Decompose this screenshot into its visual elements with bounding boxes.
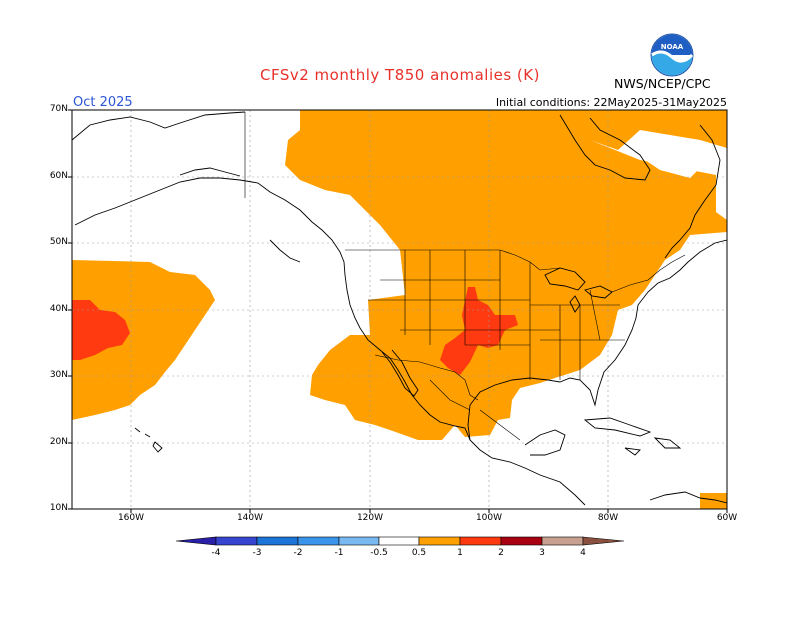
colorbar-swatch-4-3 bbox=[215, 536, 258, 546]
colorbar-label: 4 bbox=[580, 548, 586, 558]
ticks bbox=[68, 109, 728, 513]
lat-label: 70N bbox=[49, 104, 68, 114]
colorbar-swatch-05-1 bbox=[418, 536, 461, 546]
map-title: CFSv2 monthly T850 anomalies (K) bbox=[260, 66, 540, 84]
agency-label: NWS/NCEP/CPC bbox=[614, 76, 711, 91]
lon-label: 120W bbox=[356, 513, 384, 523]
svg-text:NOAA: NOAA bbox=[661, 43, 684, 51]
lat-label: 60N bbox=[49, 171, 68, 181]
lon-label: 100W bbox=[475, 513, 503, 523]
colorbar-swatch-3-4 bbox=[541, 536, 584, 546]
colorbar-label: -0.5 bbox=[370, 548, 388, 558]
anomaly-area-north-pacific-core bbox=[72, 300, 130, 360]
lon-label: 60W bbox=[716, 513, 738, 523]
colorbar bbox=[175, 536, 625, 546]
coastlines bbox=[72, 111, 727, 506]
lat-label: 50N bbox=[49, 237, 68, 247]
lon-label: 160W bbox=[117, 513, 145, 523]
lon-label: 140W bbox=[236, 513, 264, 523]
anomaly-area-north-pacific bbox=[72, 260, 215, 420]
anomaly-area-southern-plains bbox=[440, 287, 518, 375]
lat-label: 10N bbox=[49, 503, 68, 513]
colorbar-swatch-below-4 bbox=[175, 536, 217, 546]
lat-label: 40N bbox=[49, 304, 68, 314]
anomaly-fields bbox=[72, 110, 727, 509]
lat-label: 20N bbox=[49, 437, 68, 447]
colorbar-swatch-2-3 bbox=[500, 536, 543, 546]
graticule bbox=[72, 110, 727, 509]
colorbar-label: -3 bbox=[252, 548, 262, 558]
colorbar-swatch-3-2 bbox=[256, 536, 299, 546]
colorbar-label: -1 bbox=[334, 548, 344, 558]
anomaly-area-north-america bbox=[285, 110, 727, 440]
target-month-label: Oct 2025 bbox=[73, 95, 133, 110]
colorbar-label: 3 bbox=[539, 548, 545, 558]
colorbar-swatch-1-2 bbox=[459, 536, 502, 546]
colorbar-swatch-neutral bbox=[378, 536, 420, 546]
colorbar-label: 1 bbox=[457, 548, 463, 558]
lon-label: 80W bbox=[597, 513, 619, 523]
lat-label: 30N bbox=[49, 370, 68, 380]
political-borders bbox=[244, 112, 686, 441]
colorbar-swatch-2-1 bbox=[297, 536, 340, 546]
colorbar-label: -2 bbox=[293, 548, 303, 558]
noaa-logo-icon: NOAA bbox=[650, 33, 694, 77]
colorbar-swatch-above-4 bbox=[582, 536, 625, 546]
colorbar-label: 2 bbox=[498, 548, 504, 558]
colorbar-swatch-1-05 bbox=[338, 536, 380, 546]
colorbar-label: 0.5 bbox=[411, 548, 427, 558]
initial-conditions-label: Initial conditions: 22May2025-31May2025 bbox=[495, 96, 727, 109]
colorbar-label: -4 bbox=[211, 548, 221, 558]
anomaly-area-caribbean bbox=[700, 493, 727, 509]
